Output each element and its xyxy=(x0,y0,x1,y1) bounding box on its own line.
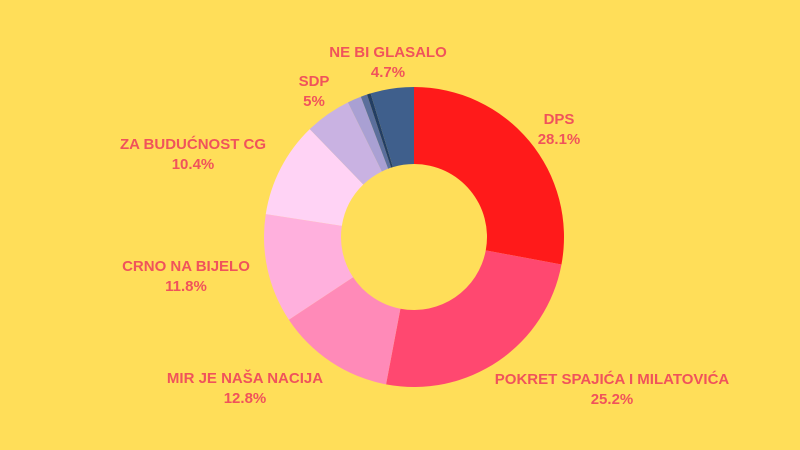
slice-value-9: 4.7% xyxy=(371,64,405,81)
slice-4 xyxy=(265,129,364,226)
slice-value-4: 10.4% xyxy=(172,156,215,173)
slice-label-2: MIR JE NAŠA NACIJA xyxy=(167,369,323,387)
slice-value-1: 25.2% xyxy=(591,391,634,408)
slice-label-1: POKRET SPAJIĆA I MILATOVIĆA xyxy=(495,370,730,388)
slice-label-4: ZA BUDUĆNOST CG xyxy=(120,135,266,153)
slice-value-5: 5% xyxy=(303,93,325,110)
slice-2 xyxy=(288,277,401,385)
slice-value-0: 28.1% xyxy=(538,131,581,148)
slice-value-3: 11.8% xyxy=(165,278,207,295)
slice-label-9: NE BI GLASALO xyxy=(329,44,447,61)
slice-0 xyxy=(414,87,564,265)
slice-label-3: CRNO NA BIJELO xyxy=(122,258,250,275)
slice-3 xyxy=(264,214,354,320)
slice-8 xyxy=(367,93,393,168)
slice-6 xyxy=(347,96,389,172)
slice-1 xyxy=(386,250,562,388)
slice-value-2: 12.8% xyxy=(224,390,267,407)
slice-label-5: SDP xyxy=(299,73,330,90)
slice-7 xyxy=(360,94,392,169)
slice-5 xyxy=(309,102,382,185)
slice-9 xyxy=(370,87,414,168)
slice-label-0: DPS xyxy=(544,111,575,128)
